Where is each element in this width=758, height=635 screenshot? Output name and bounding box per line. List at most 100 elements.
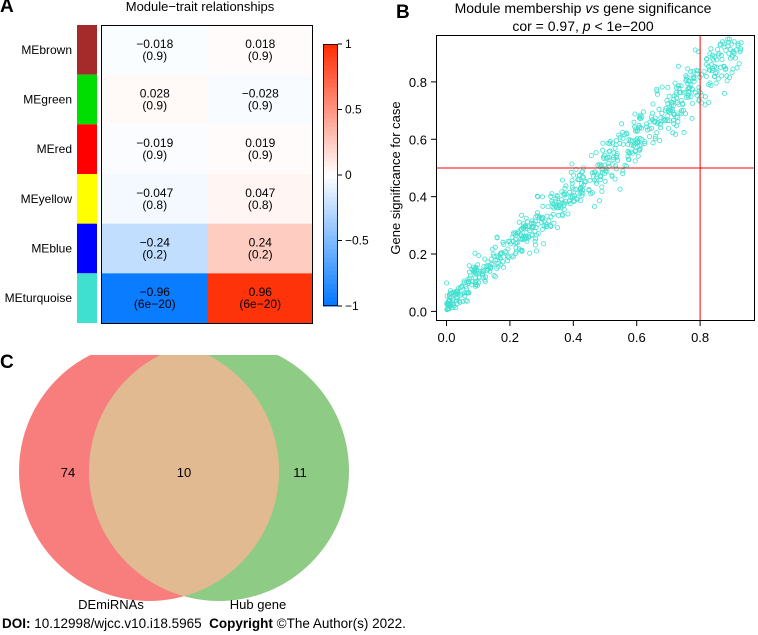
scatter-point [654,86,660,92]
scatter-point [600,154,606,160]
scatter-point [631,119,637,125]
scatter-point [525,226,531,232]
scatter-point [702,102,708,108]
scatter-point [569,193,575,199]
scatter-point [664,98,670,104]
colorbar-step [323,183,338,189]
colorbar-step [323,201,338,207]
scatter-point [657,137,663,143]
scatter-point [715,76,721,82]
module-swatch [77,74,97,125]
scatter-point [535,194,541,200]
scatter-point [683,76,689,82]
scatter-point [490,251,496,257]
scatter-point [465,290,471,296]
scatter-threshold-lines [437,36,754,320]
cell-correlation: 0.047 [245,186,275,200]
scatter-point [573,166,579,172]
scatter-point [576,172,582,178]
scatter-point [665,126,671,132]
scatter-point [675,83,681,89]
colorbar-tick-label: 0 [345,168,352,182]
scatter-point [708,83,714,89]
scatter-point [444,280,450,286]
colorbar-step [323,140,338,146]
cell-pvalue: (0.8) [248,198,273,212]
scatter-point [628,149,634,155]
scatter-point [632,128,638,134]
scatter-point [721,64,727,70]
scatter-title-line2: cor = 0.97, p < 1e−200 [512,18,654,34]
scatter-point [485,259,491,265]
cell-correlation: 0.019 [245,136,275,150]
cell-correlation: −0.24 [140,236,171,250]
scatter-point [680,107,686,113]
colorbar-step [323,271,338,277]
colorbar-step [323,148,338,154]
scatter-point [599,188,605,194]
scatter-point [675,119,681,125]
module-swatch [77,124,97,174]
colorbar-step [323,288,338,294]
colorbar-tick-label: −1 [345,299,359,313]
heatmap-title: Module−trait relationships [126,0,275,14]
scatter-point [577,198,583,204]
colorbar-tick-label: 1 [345,37,352,51]
scatter-point [688,69,694,75]
scatter-point [680,90,686,96]
scatter-point [606,149,612,155]
scatter-point [598,174,604,180]
scatter-point [555,212,561,218]
citation-footer: DOI: 10.12998/wjcc.v10.i18.5965 Copyrigh… [2,616,406,631]
scatter-point [595,162,601,168]
scatter-point [603,165,609,171]
scatter-point [626,157,632,163]
x-tick-label: 0.2 [501,330,519,345]
scatter-point [701,69,707,75]
scatter-point [500,259,506,265]
scatter-point [665,85,671,91]
scatter-point [707,51,713,57]
venn-right-count: 11 [293,465,307,480]
scatter-point [738,40,744,46]
scatter-point [534,193,540,199]
scatter-point [711,74,717,80]
colorbar-step [323,257,338,263]
scatter-point [731,39,737,45]
scatter-point [713,80,719,86]
colorbar-step [323,157,338,163]
scatter-point [462,290,468,296]
scatter-point [537,214,543,220]
scatter-point [596,198,602,204]
scatter-point [589,170,595,176]
scatter-point [519,212,525,218]
scatter-point [702,94,708,100]
colorbar-step [323,65,338,71]
heatmap-cell [102,174,208,224]
scatter-point [527,250,533,256]
scatter-point [491,272,497,278]
scatter-point [644,124,650,130]
scatter-point [500,239,506,245]
scatter-point [658,125,664,131]
scatter-point [598,162,604,168]
cell-pvalue: (0.8) [142,198,167,212]
scatter-point [698,100,704,106]
scatter-point [662,107,668,113]
y-tick-label: 0.8 [409,75,427,90]
heatmap-cell [207,174,313,224]
heatmap-cell [102,74,208,125]
scatter-point [609,172,615,178]
scatter-point [706,82,712,88]
scatter-point [665,113,671,119]
module-swatch [77,174,97,224]
module-swatch [77,223,97,274]
scatter-point [667,106,673,112]
colorbar-step [323,161,338,167]
scatter-point [518,236,524,242]
scatter-point [569,177,575,183]
scatter-point [513,249,519,255]
colorbar-step [323,96,338,102]
scatter-point [681,129,687,135]
scatter-point [464,298,470,304]
